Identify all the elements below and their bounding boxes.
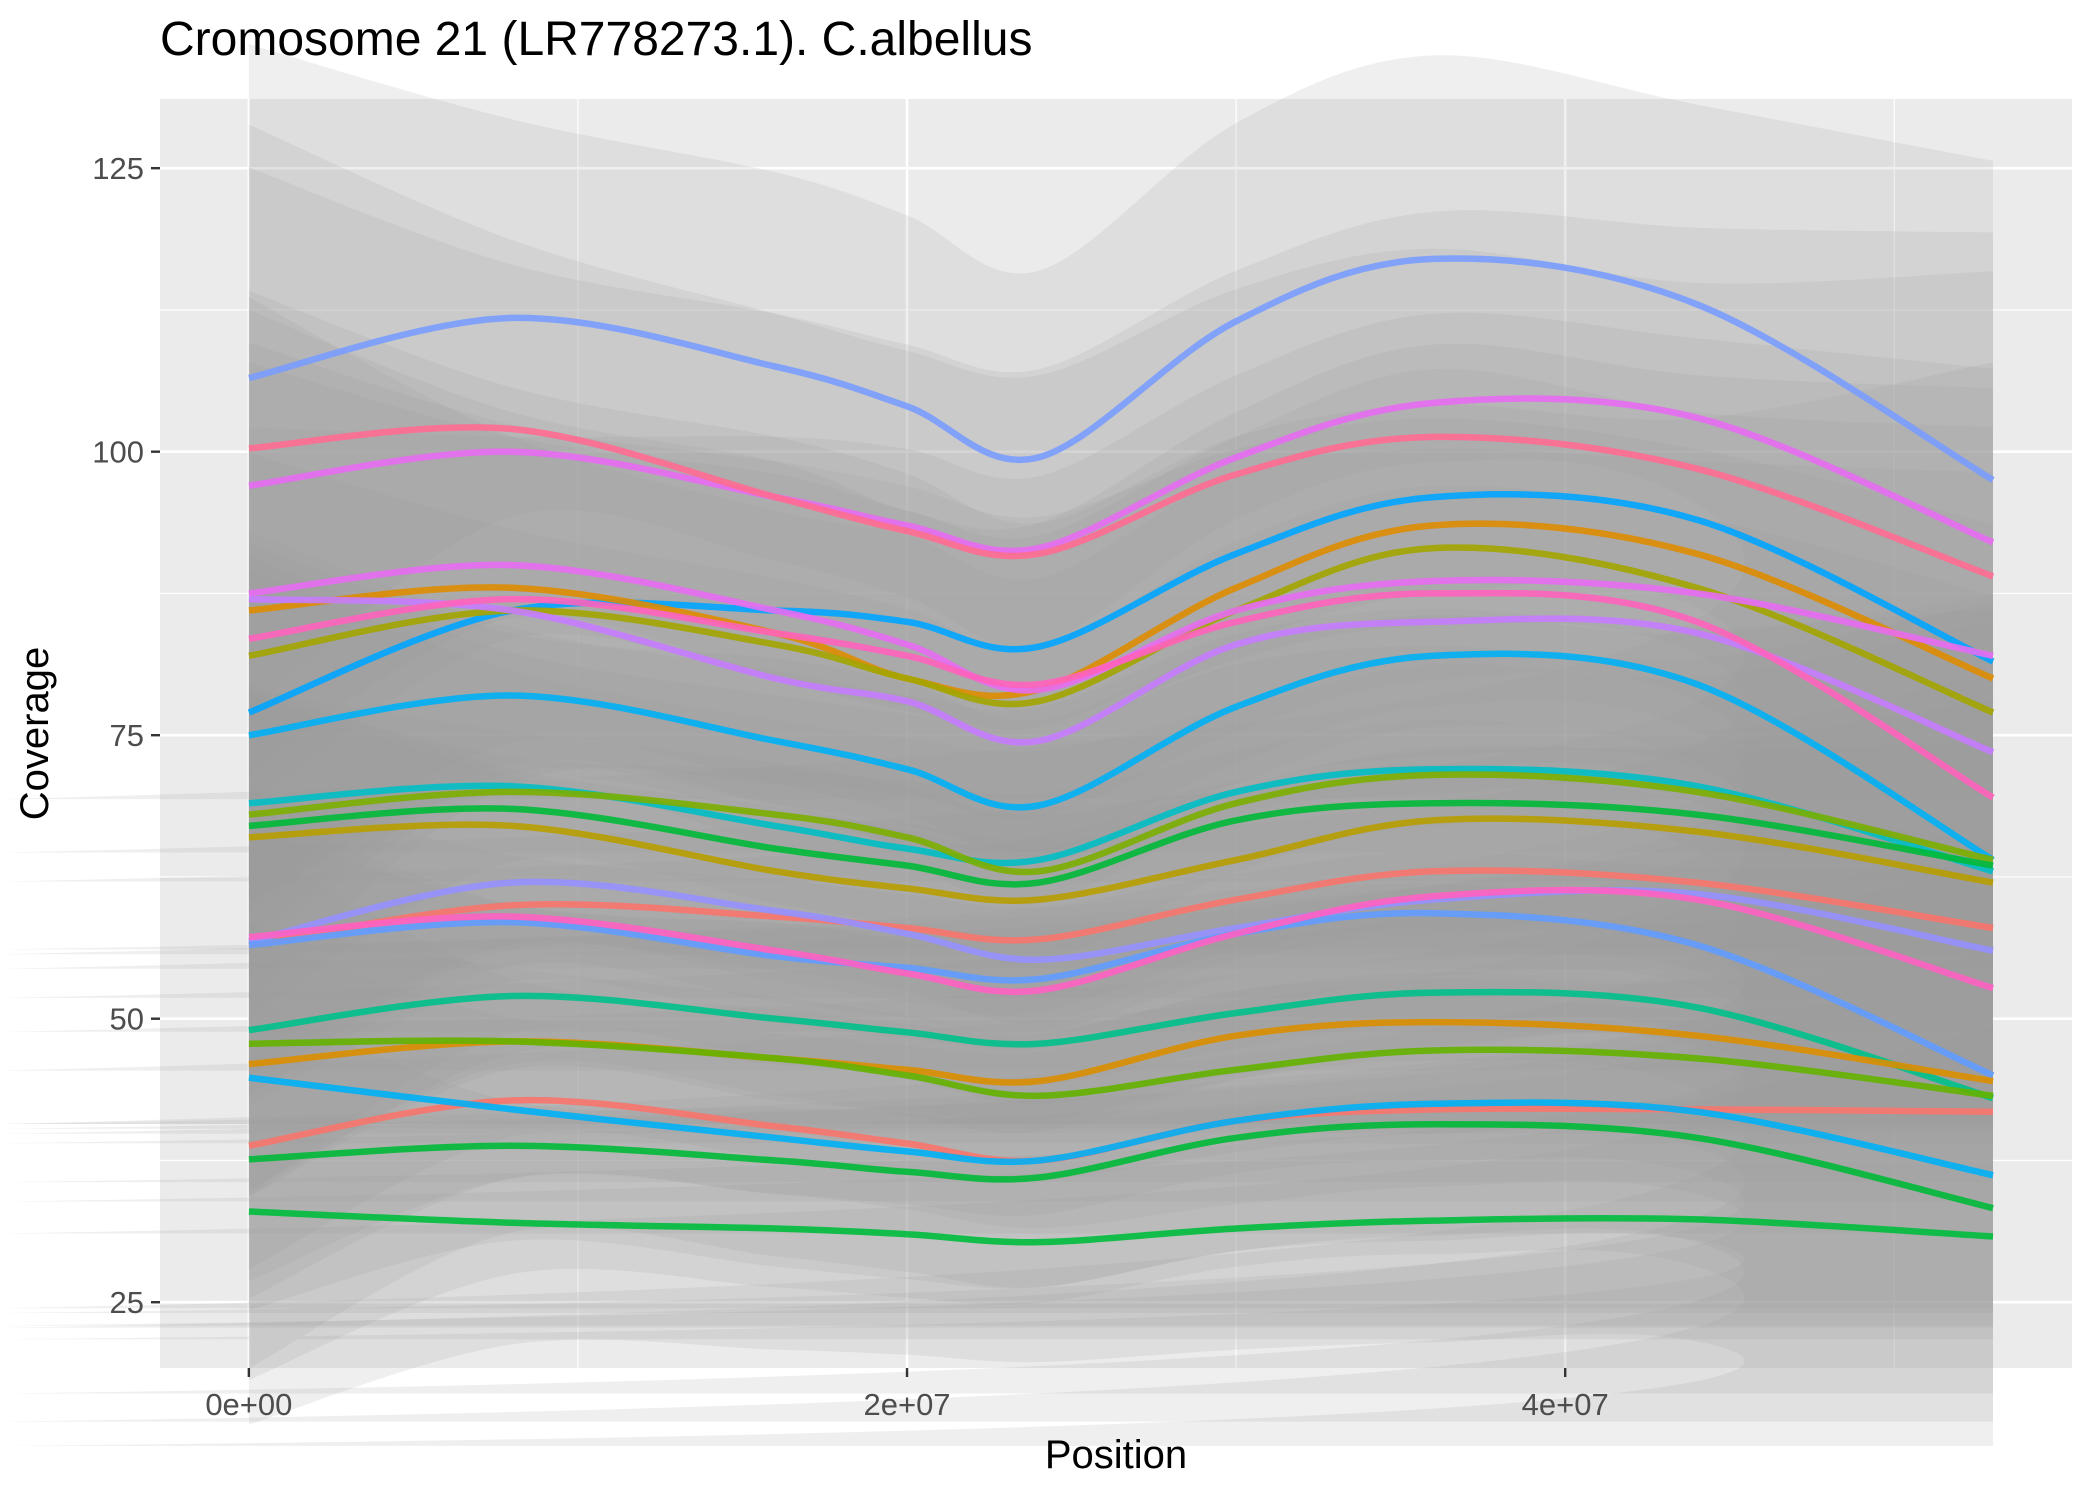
series-line — [248, 886, 1994, 996]
series-line — [248, 1120, 1994, 1212]
series-line — [248, 561, 1994, 694]
confidence-band — [0, 167, 1993, 853]
series-line — [248, 815, 1994, 905]
series-line — [248, 424, 1995, 580]
series-line — [248, 255, 1995, 483]
y-tick-label: 25 — [110, 1285, 144, 1320]
y-tick-label: 125 — [92, 151, 144, 186]
confidence-band — [0, 570, 1993, 1144]
confidence-band — [0, 693, 1993, 1309]
confidence-band — [0, 124, 1993, 882]
confidence-band — [0, 557, 1993, 1129]
series-line — [248, 1037, 1994, 1100]
series-line — [248, 909, 1995, 1079]
x-axis-title: Position — [1045, 1433, 1187, 1477]
y-tick-label: 50 — [110, 1002, 144, 1037]
series-line — [248, 395, 1995, 555]
series-lines — [247, 255, 1995, 1246]
confidence-band — [0, 531, 1993, 1134]
x-tick-label: 4e+07 — [1522, 1387, 1609, 1422]
series-line — [248, 1208, 1994, 1246]
y-axis-title: Coverage — [13, 647, 57, 820]
series-line — [248, 544, 1995, 716]
confidence-band — [0, 310, 1993, 969]
confidence-band — [0, 312, 1993, 998]
confidence-band — [0, 44, 1993, 800]
confidence-band — [0, 806, 1993, 1326]
confidence-band — [0, 884, 1993, 1369]
x-tick-label: 2e+07 — [863, 1387, 950, 1422]
y-tick-label: 100 — [92, 435, 144, 470]
confidence-band — [0, 845, 1993, 1394]
confidence-band — [0, 544, 1993, 1125]
confidence-band — [0, 290, 1993, 950]
series-line — [248, 650, 1995, 863]
series-line — [248, 1074, 1994, 1179]
confidence-band — [0, 297, 1993, 1032]
series-line — [248, 799, 1994, 888]
confidence-bands — [0, 44, 1993, 1446]
series-line — [248, 988, 1994, 1102]
chart-title: Cromosome 21 (LR778273.1). C.albellus — [160, 13, 1033, 66]
x-tick-label: 0e+00 — [205, 1387, 292, 1422]
series-line — [248, 589, 1995, 801]
series-line — [248, 771, 1994, 876]
series-line — [248, 867, 1994, 949]
y-tick-label: 75 — [110, 718, 144, 753]
confidence-band — [0, 829, 1993, 1314]
series-line — [248, 595, 1995, 756]
